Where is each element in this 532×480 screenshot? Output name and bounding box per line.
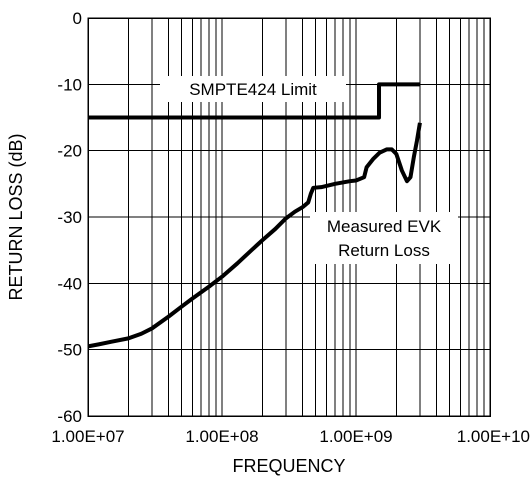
- annotation-smpte424-limit: SMPTE424 Limit: [189, 80, 317, 99]
- y-axis-title: RETURN LOSS (dB): [6, 133, 26, 300]
- x-tick-label: 1.00E+08: [185, 427, 258, 446]
- plot-frame: [87, 17, 491, 417]
- y-tick-label: -50: [57, 341, 82, 360]
- y-tick-label: 0: [73, 9, 82, 28]
- x-axis-title: FREQUENCY: [232, 456, 345, 476]
- series-layer: [87, 82, 422, 349]
- y-tick-label: -20: [57, 142, 82, 161]
- y-tick-label: -40: [57, 274, 82, 293]
- x-tick-label: 1.00E+09: [319, 427, 392, 446]
- measured-annotation-background: [310, 212, 458, 264]
- x-tick-label: 1.00E+10: [457, 427, 530, 446]
- x-tick-label: 1.00E+07: [51, 427, 124, 446]
- y-tick-label: -10: [57, 75, 82, 94]
- annotation-measured-evk: Measured EVK: [327, 217, 442, 236]
- y-tick-label: -60: [57, 407, 82, 426]
- limit-series-line: [88, 82, 420, 120]
- x-axis-tick-labels: 1.00E+07 1.00E+08 1.00E+09 1.00E+10: [51, 427, 530, 446]
- limit-annotation-background: [160, 76, 346, 102]
- measured-series-line: [87, 122, 422, 349]
- y-axis-tick-labels: 0 -10 -20 -30 -40 -50 -60: [57, 9, 82, 426]
- y-tick-label: -30: [57, 208, 82, 227]
- annotation-return-loss: Return Loss: [338, 241, 430, 260]
